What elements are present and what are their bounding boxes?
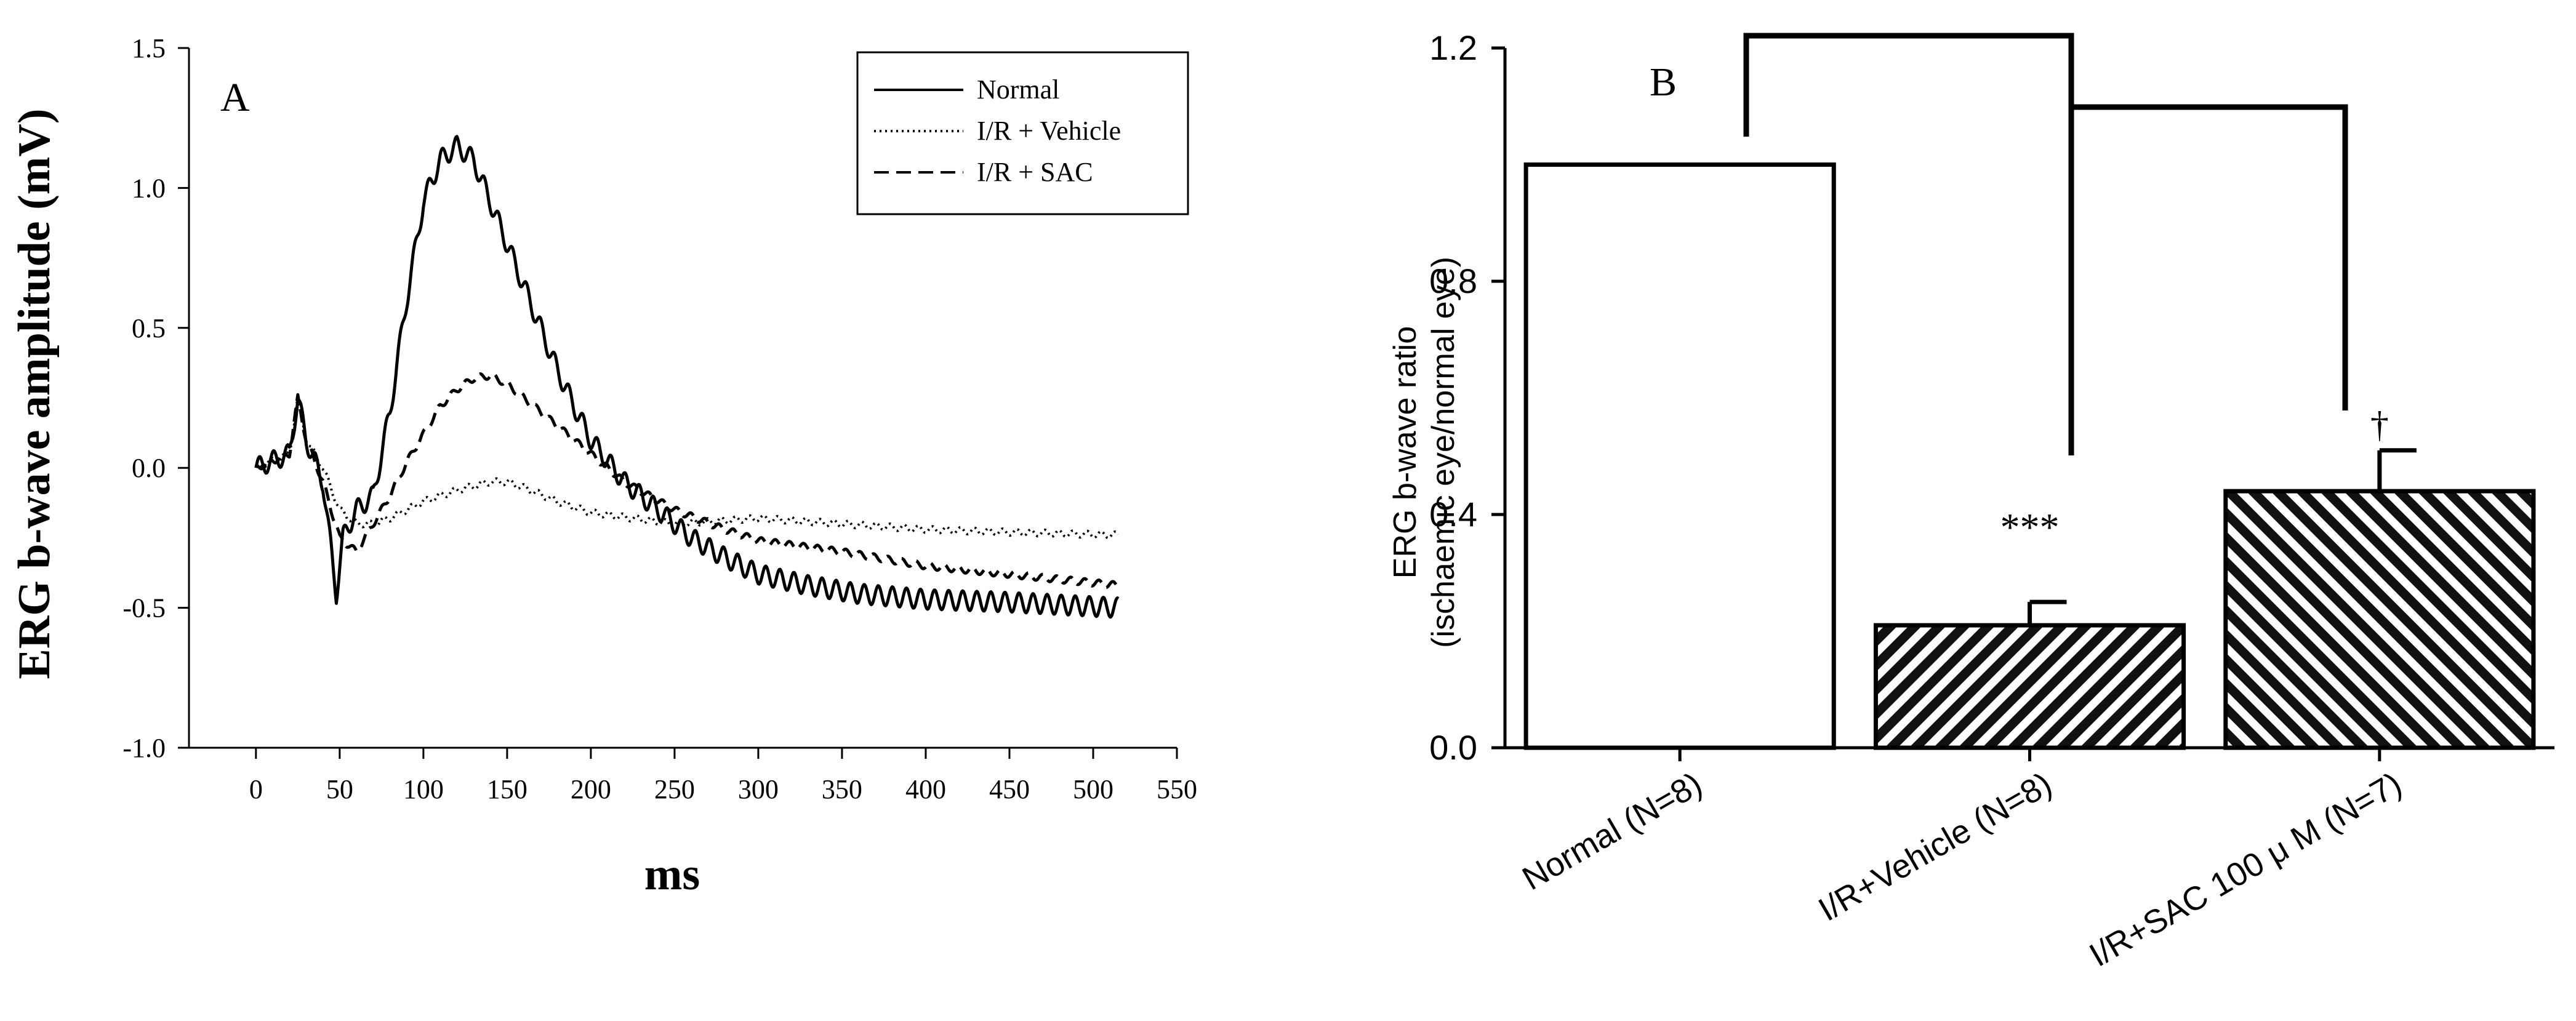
panel-b-bars: *** † — [1523, 162, 2536, 750]
legend-label-sac: I/R + SAC — [977, 157, 1093, 187]
panel-a-y-tick-label: 0.0 — [132, 453, 166, 483]
panel-a-x-tick-label: 450 — [989, 774, 1030, 804]
panel-a-x-tick-label: 550 — [1157, 774, 1197, 804]
bar — [1523, 162, 1836, 750]
bracket-vehicle-vs-sac — [2071, 104, 2348, 410]
panel-a-x-tick-label: 100 — [403, 774, 444, 804]
panel-a-x-tick-label: 200 — [571, 774, 611, 804]
panel-a-axes: -1.0 -0.5 0.0 0.5 1.0 1.5 0 50 100 150 200 250 300 35… — [122, 33, 1197, 804]
panel-a-series-line-2 — [255, 372, 1120, 590]
panel-a-series-lines — [254, 135, 1120, 619]
panel-a-y-tick-label: 0.5 — [132, 313, 166, 343]
panel-a-series-line-0 — [254, 135, 1120, 619]
panel-b-y-tick-label: 1.2 — [1429, 28, 1477, 67]
panel-a-x-tick-label: 150 — [487, 774, 528, 804]
significance-annotation: *** — [2000, 505, 2060, 549]
panel-a-y-tick-label: 1.0 — [132, 173, 166, 203]
panel-b-category-label: I/R+SAC 100 μ M (N=7) — [2083, 765, 2407, 974]
panel-a-x-tick-label: 350 — [822, 774, 862, 804]
panel-b-y-axis-sublabel: (ischaemic eye/normal eye) — [1426, 257, 1461, 648]
panel-a-x-tick-label: 50 — [326, 774, 353, 804]
panel-b-label: B — [1650, 60, 1677, 105]
legend-label-vehicle: I/R + Vehicle — [977, 116, 1121, 146]
significance-annotation: † — [2370, 404, 2389, 445]
bar — [2223, 489, 2536, 750]
panel-a-chart: -1.0 -0.5 0.0 0.5 1.0 1.5 0 50 100 150 200 250 300 35… — [9, 33, 1197, 900]
panel-b-significance-brackets — [1743, 33, 2348, 455]
bar — [1873, 623, 2186, 750]
legend-label-normal: Normal — [977, 74, 1059, 105]
panel-b-chart: *** † 0.0 0.4 0.8 1.2 Normal (N=8) I/R+Vehicle… — [1387, 28, 2554, 974]
panel-b-y-tick-label: 0.4 — [1429, 495, 1477, 534]
panel-b-category-label: Normal (N=8) — [1516, 765, 1708, 897]
panel-a-x-axis-label: ms — [644, 849, 700, 900]
panel-b-y-tick-label: 0.8 — [1429, 262, 1477, 300]
panel-a-legend-box — [856, 51, 1189, 215]
panel-a-y-tick-label: 1.5 — [132, 33, 166, 63]
panel-a-x-tick-label: 500 — [1073, 774, 1113, 804]
panel-a-y-axis-label: ERG b-wave amplitude (mV) — [9, 108, 60, 679]
panel-a-x-tick-label: 250 — [654, 774, 695, 804]
bracket-normal-vs-sac — [1743, 33, 2074, 455]
panel-b-category-label: I/R+Vehicle (N=8) — [1812, 765, 2058, 928]
panel-b-y-axis-label: ERG b-wave ratio — [1387, 326, 1423, 579]
panel-a-label: A — [220, 75, 250, 120]
panel-a-x-tick-label: 300 — [738, 774, 779, 804]
panel-b-y-tick-label: 0.0 — [1429, 728, 1477, 767]
panel-a-legend: Normal I/R + Vehicle I/R + SAC — [856, 51, 1189, 215]
panel-a-x-tick-label: 0 — [249, 774, 263, 804]
panel-a-y-tick-label: -0.5 — [122, 593, 166, 623]
panel-a-x-tick-label: 400 — [905, 774, 946, 804]
panel-a-y-tick-label: -1.0 — [122, 733, 166, 763]
